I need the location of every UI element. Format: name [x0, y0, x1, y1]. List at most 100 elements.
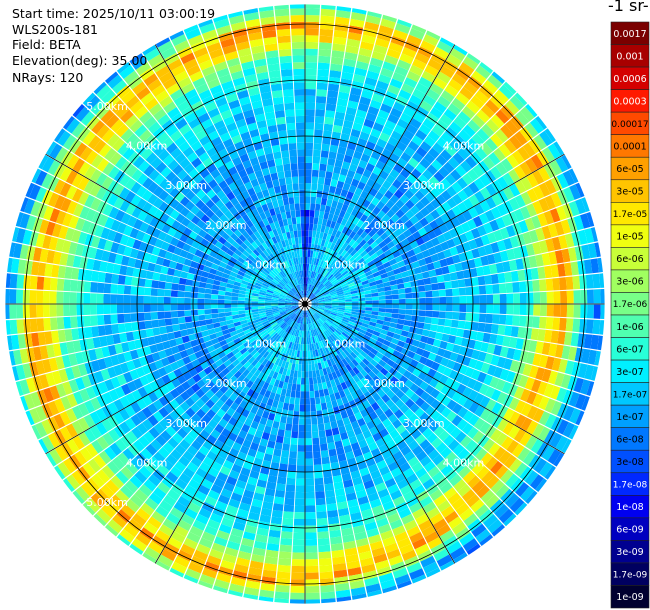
data-cell: [35, 422, 48, 438]
data-cell: [360, 213, 369, 223]
data-cell: [498, 314, 507, 325]
data-cell: [343, 291, 351, 296]
data-cell: [409, 568, 425, 580]
data-cell: [245, 291, 253, 296]
data-cell: [283, 436, 291, 445]
data-cell: [325, 496, 337, 505]
data-cell: [296, 465, 305, 472]
data-cell: [417, 174, 429, 185]
data-cell: [338, 307, 346, 311]
data-cell: [579, 318, 587, 333]
data-cell: [307, 270, 311, 278]
data-cell: [284, 304, 292, 307]
data-cell: [271, 385, 278, 394]
data-cell: [511, 443, 525, 458]
data-cell: [312, 322, 316, 330]
data-cell: [434, 244, 443, 254]
data-cell: [453, 44, 468, 56]
data-cell: [311, 306, 318, 309]
data-cell: [200, 384, 210, 394]
data-cell: [251, 553, 265, 563]
data-cell: [179, 158, 191, 169]
data-cell: [141, 189, 153, 202]
data-cell: [420, 196, 431, 207]
data-cell: [365, 435, 375, 446]
data-cell: [248, 397, 256, 406]
data-cell: [305, 136, 314, 143]
data-cell: [386, 48, 401, 60]
data-cell: [388, 258, 397, 266]
data-cell: [474, 504, 489, 518]
data-cell: [179, 233, 189, 243]
data-cell: [324, 422, 332, 431]
data-cell: [463, 513, 478, 527]
data-cell: [223, 347, 232, 356]
data-cell: [298, 431, 305, 439]
data-cell: [93, 139, 107, 154]
data-cell: [159, 95, 173, 108]
data-cell: [279, 294, 287, 298]
data-cell: [302, 317, 305, 325]
data-cell: [72, 490, 85, 505]
data-cell: [432, 142, 445, 154]
data-cell: [333, 433, 342, 442]
data-cell: [475, 448, 488, 462]
data-cell: [525, 316, 534, 328]
data-cell: [364, 293, 372, 298]
data-cell: [419, 412, 430, 423]
data-cell: [147, 403, 158, 415]
data-cell: [184, 88, 198, 101]
data-cell: [311, 237, 316, 245]
data-cell: [110, 284, 118, 294]
data-cell: [71, 420, 84, 435]
data-cell: [320, 157, 328, 165]
data-cell: [305, 465, 314, 472]
data-cell: [544, 265, 553, 279]
data-cell: [461, 173, 474, 186]
data-cell: [231, 292, 239, 297]
data-cell: [233, 370, 242, 379]
data-cell: [337, 295, 345, 299]
data-cell: [423, 444, 436, 456]
data-cell: [305, 585, 320, 593]
data-cell: [361, 473, 373, 483]
data-cell: [385, 227, 394, 237]
data-cell: [483, 222, 494, 234]
data-cell: [343, 272, 351, 279]
data-cell: [171, 317, 179, 325]
data-cell: [264, 304, 272, 307]
data-cell: [526, 188, 539, 203]
data-cell: [486, 343, 496, 355]
data-cell: [455, 354, 465, 364]
data-cell: [577, 260, 586, 275]
data-cell: [75, 377, 86, 391]
data-cell: [217, 295, 225, 300]
data-cell: [433, 371, 443, 381]
data-cell: [305, 418, 312, 425]
data-cell: [307, 284, 311, 292]
data-cell: [465, 312, 473, 322]
data-cell: [272, 503, 284, 512]
data-cell: [327, 516, 340, 525]
data-cell: [62, 478, 75, 493]
data-cell: [251, 391, 260, 400]
data-cell: [344, 244, 352, 252]
data-cell: [177, 374, 187, 385]
data-cell: [575, 182, 585, 198]
data-cell: [263, 453, 273, 462]
data-cell: [392, 349, 401, 358]
data-cell: [453, 134, 467, 147]
data-cell: [259, 589, 275, 598]
data-cell: [161, 137, 174, 149]
data-cell: [181, 513, 195, 526]
data-cell: [250, 349, 258, 357]
data-cell: [420, 335, 429, 344]
data-cell: [210, 385, 220, 395]
data-cell: [340, 268, 347, 275]
data-cell: [499, 304, 507, 315]
data-cell: [458, 252, 468, 262]
data-cell: [335, 494, 347, 504]
data-cell: [288, 292, 295, 297]
data-cell: [134, 259, 143, 269]
data-cell: [130, 181, 142, 194]
